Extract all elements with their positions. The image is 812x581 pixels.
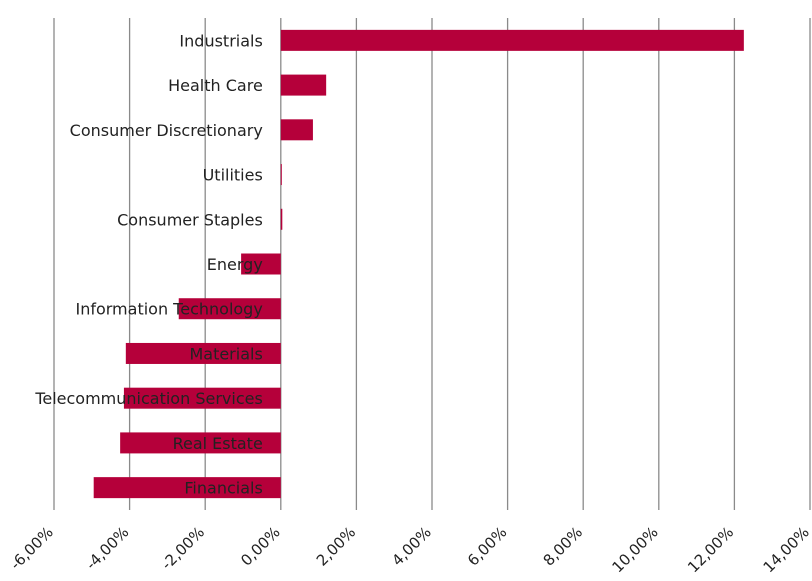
bar	[280, 29, 744, 51]
gridlines	[53, 18, 811, 510]
x-tick-label: -4,00%	[82, 523, 132, 573]
x-tick-label: 10,00%	[608, 523, 661, 576]
x-tick-labels: -6,00% -4,00% -2,00% 0,00% 2,00% 4,00% 6,00% 8,…	[7, 523, 812, 576]
bar	[120, 432, 281, 454]
bar	[178, 298, 281, 320]
category-label: Health Care	[168, 76, 263, 95]
category-label: Information Technology	[75, 300, 262, 319]
category-label: Energy	[207, 255, 263, 274]
category-label: Financials	[184, 479, 262, 498]
bar	[280, 119, 313, 141]
x-tick-label: 8,00%	[540, 523, 586, 569]
category-label: Materials	[189, 344, 262, 363]
bar	[280, 74, 327, 96]
bar	[123, 387, 281, 409]
bars	[93, 29, 744, 499]
x-tick-label: 2,00%	[313, 523, 359, 569]
bar	[241, 253, 281, 275]
category-label: Consumer Staples	[117, 210, 263, 229]
x-tick-label: 14,00%	[760, 523, 812, 576]
category-label: Industrials	[179, 31, 262, 50]
x-tick-label: -6,00%	[7, 523, 57, 573]
bar	[125, 342, 281, 364]
x-tick-label: 12,00%	[684, 523, 737, 576]
x-tick-label: 4,00%	[388, 523, 434, 569]
category-label: Telecommunication Services	[34, 389, 262, 408]
category-label: Utilities	[203, 166, 263, 185]
x-tick-label: -2,00%	[158, 523, 208, 573]
bar	[280, 164, 282, 186]
bar	[280, 208, 283, 230]
bar	[93, 477, 281, 499]
category-labels: Industrials Health Care Consumer Discretio…	[34, 31, 262, 497]
x-tick-label: 0,00%	[237, 523, 283, 569]
x-tick-label: 6,00%	[464, 523, 510, 569]
category-label: Consumer Discretionary	[70, 121, 263, 140]
category-label: Real Estate	[173, 434, 263, 453]
